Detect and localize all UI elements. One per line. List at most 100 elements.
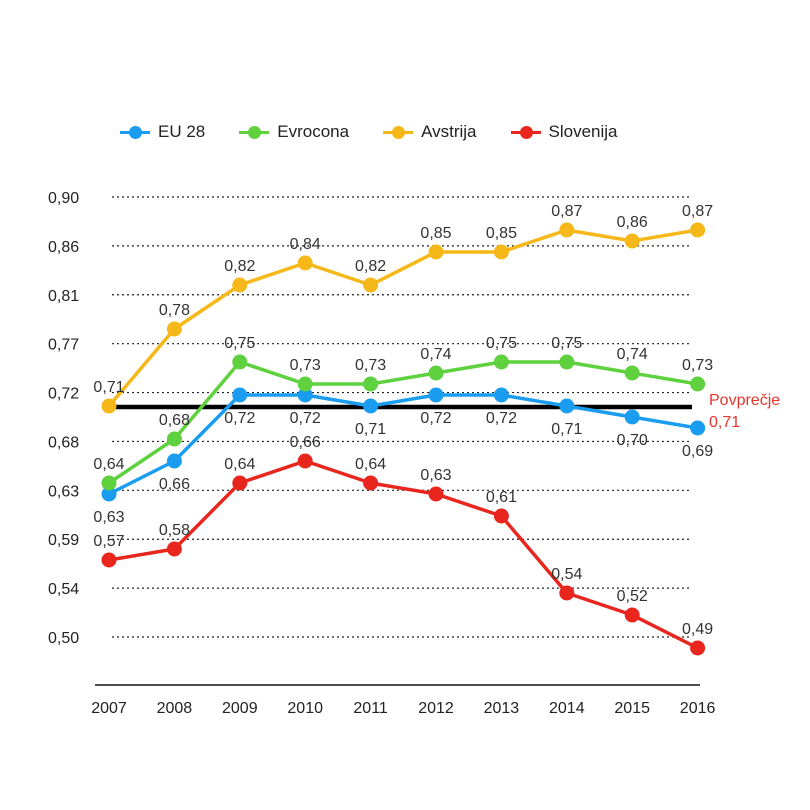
data-point xyxy=(166,321,182,337)
legend-item-eu28: EU 28 xyxy=(120,122,205,142)
data-label: 0,66 xyxy=(290,434,321,451)
data-label: 0,71 xyxy=(355,421,386,438)
legend-label-evrocona: Evrocona xyxy=(277,122,350,141)
average-label: Povprečje xyxy=(709,392,780,409)
x-tick-label: 2015 xyxy=(614,700,650,717)
data-point xyxy=(428,387,444,403)
data-label: 0,84 xyxy=(290,236,321,253)
y-tick-label: 0,90 xyxy=(48,190,79,207)
x-tick-label: 2016 xyxy=(680,700,716,717)
data-point xyxy=(559,398,575,414)
data-point xyxy=(428,244,444,260)
x-tick-label: 2010 xyxy=(287,700,323,717)
series-line-slovenija xyxy=(108,459,699,650)
data-point xyxy=(101,475,117,491)
data-point xyxy=(690,640,706,656)
y-tick-label: 0,63 xyxy=(48,483,79,500)
y-tick-label: 0,81 xyxy=(48,288,79,305)
data-point xyxy=(363,475,379,491)
data-label: 0,71 xyxy=(551,421,582,438)
series-line-evrocona xyxy=(108,360,698,485)
data-point xyxy=(101,486,117,502)
data-point xyxy=(559,222,575,238)
data-label: 0,72 xyxy=(224,410,255,427)
data-label: 0,64 xyxy=(224,456,255,473)
x-tick-label: 2013 xyxy=(484,700,520,717)
series-line-eu-28 xyxy=(108,393,698,496)
data-label: 0,64 xyxy=(93,456,124,473)
data-point xyxy=(166,541,182,557)
legend-swatch-avstrija xyxy=(383,125,414,139)
data-point xyxy=(297,387,313,403)
data-label: 0,85 xyxy=(420,225,451,242)
legend-item-slovenija: Slovenija xyxy=(510,122,618,142)
data-point xyxy=(493,508,509,524)
data-point xyxy=(166,431,182,447)
data-label: 0,74 xyxy=(420,346,451,363)
data-label: 0,82 xyxy=(224,258,255,275)
x-tick-label: 2009 xyxy=(222,700,258,717)
data-label: 0,54 xyxy=(551,566,582,583)
data-label: 0,72 xyxy=(290,410,321,427)
data-point xyxy=(493,244,509,260)
legend-label-eu28: EU 28 xyxy=(158,122,206,141)
data-label: 0,58 xyxy=(159,522,190,539)
data-point xyxy=(101,552,117,568)
data-label: 0,69 xyxy=(682,443,713,460)
legend: EU 28 Evrocona Avstrija Slovenija xyxy=(120,122,652,142)
legend-swatch-evrocona xyxy=(239,125,270,139)
data-point xyxy=(559,354,575,370)
data-point xyxy=(624,409,640,425)
data-label: 0,63 xyxy=(420,467,451,484)
data-point xyxy=(624,365,640,381)
data-point xyxy=(493,354,509,370)
x-tick-label: 2011 xyxy=(353,700,388,717)
series-line-avstrija xyxy=(107,228,698,408)
data-label: 0,72 xyxy=(486,410,517,427)
data-label: 0,75 xyxy=(551,335,582,352)
data-point xyxy=(363,376,379,392)
data-label: 0,74 xyxy=(617,346,648,363)
y-tick-label: 0,72 xyxy=(48,386,79,403)
y-tick-label: 0,59 xyxy=(48,532,79,549)
data-point xyxy=(428,365,444,381)
data-label: 0,71 xyxy=(93,379,124,396)
data-point xyxy=(690,222,706,238)
legend-label-slovenija: Slovenija xyxy=(548,122,618,141)
data-label: 0,70 xyxy=(617,432,648,449)
data-point xyxy=(363,277,379,293)
x-tick-label: 2012 xyxy=(418,700,454,717)
legend-item-evrocona: Evrocona xyxy=(239,122,349,142)
data-label: 0,87 xyxy=(551,203,582,220)
data-label: 0,87 xyxy=(682,203,713,220)
data-label: 0,61 xyxy=(486,489,517,506)
data-point xyxy=(624,607,640,623)
y-tick-label: 0,68 xyxy=(48,434,79,451)
y-tick-label: 0,77 xyxy=(48,337,79,354)
data-point xyxy=(232,387,248,403)
data-point xyxy=(297,453,313,469)
data-label: 0,78 xyxy=(159,302,190,319)
data-point xyxy=(297,255,313,271)
data-point xyxy=(559,585,575,601)
data-label: 0,82 xyxy=(355,258,386,275)
x-tick-label: 2007 xyxy=(91,700,127,717)
y-tick-label: 0,50 xyxy=(48,630,79,647)
data-point xyxy=(232,277,248,293)
data-point xyxy=(428,486,444,502)
data-label: 0,75 xyxy=(224,335,255,352)
data-label: 0,49 xyxy=(682,621,713,638)
data-label: 0,63 xyxy=(93,509,124,526)
legend-swatch-slovenija xyxy=(510,125,541,139)
legend-swatch-eu28 xyxy=(120,125,150,139)
data-label: 0,73 xyxy=(682,357,713,374)
legend-item-avstrija: Avstrija xyxy=(383,122,477,142)
data-label: 0,75 xyxy=(486,335,517,352)
data-point xyxy=(297,376,313,392)
average-value-label: 0,71 xyxy=(709,414,740,431)
data-point xyxy=(166,453,182,469)
data-point xyxy=(363,398,379,414)
data-label: 0,73 xyxy=(290,357,321,374)
data-point xyxy=(624,233,640,249)
